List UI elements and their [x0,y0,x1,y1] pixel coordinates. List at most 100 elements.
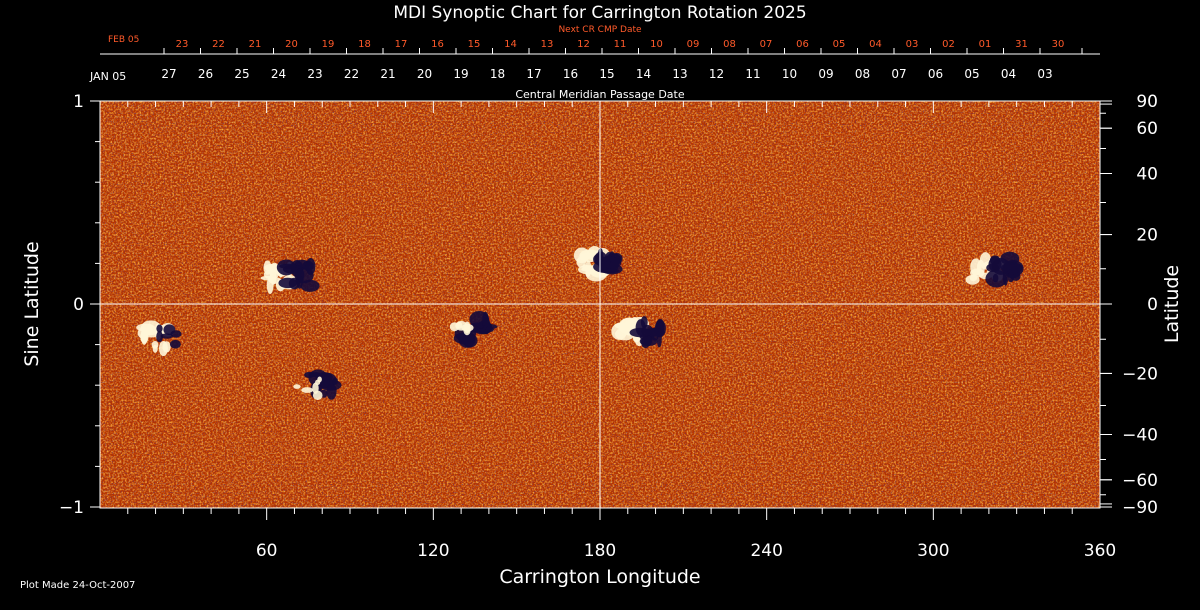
active-region-blob [985,269,1008,288]
y-right-tick-label: −90 [1122,498,1158,518]
next-cr-date-label: 17 [395,39,408,50]
cmp-date-label: 04 [1001,67,1016,81]
y-right-tick-label: −20 [1122,364,1158,384]
cmp-date-label: 18 [490,67,505,81]
next-cr-start: FEB 05 [108,35,139,45]
y-right-tick-label: 90 [1136,92,1158,112]
cmp-date-label: 14 [636,67,651,81]
active-region-blob [156,331,163,343]
active-region-blob [170,330,182,338]
next-cr-date-label: 07 [760,39,773,50]
x-tick-label: 120 [417,541,449,561]
cmp-date-label: 23 [307,67,322,81]
y-right-tick-label: 60 [1136,119,1158,139]
x-axis: 60 120 180 240 300 360 [127,101,1116,561]
next-cr-date-label: 16 [431,39,444,50]
next-cr-date-label: 09 [687,39,700,50]
x-tick-label: 240 [750,541,782,561]
next-cr-date-label: 19 [322,39,335,50]
cmp-date-label: 07 [891,67,906,81]
active-region-blob [475,328,489,335]
next-cr-date-label: 02 [942,39,955,50]
next-cr-date-label: 06 [796,39,809,50]
active-region-blob [449,322,460,332]
cmp-date-label: 20 [417,67,432,81]
x-axis-label: Carrington Longitude [499,566,700,588]
active-region-blob [162,341,171,353]
cmp-date-label: 08 [855,67,870,81]
active-region-blob [597,247,604,264]
cmp-date-label: 06 [928,67,943,81]
active-region-blob [301,387,314,393]
active-region-blob [312,382,319,394]
cmp-date-label: 03 [1037,67,1052,81]
y-right-tick-label: −60 [1122,471,1158,491]
next-cr-date-label: 08 [723,39,736,50]
cmp-label: Central Meridian Passage Date [515,88,684,101]
x-tick-label: 180 [584,541,616,561]
active-region-blob [318,373,330,388]
cmp-date-label: 05 [964,67,979,81]
active-region-blob [305,258,316,275]
next-cr-date-label: 12 [577,39,590,50]
active-region-blob [578,264,598,275]
x-tick-label: 60 [256,541,278,561]
x-tick-label: 300 [917,541,949,561]
cmp-date-label: 25 [234,67,249,81]
active-region-blob [156,324,163,333]
next-cr-date-label: 23 [176,39,189,50]
next-cr-date-ticks: 23 22 21 20 19 18 17 16 15 14 13 12 11 10 09 08 07 06 05 04… [163,39,1083,54]
active-region-blob [263,260,272,275]
y-axis-right-label: Latitude [1161,265,1183,343]
cmp-date-label: 16 [563,67,578,81]
next-cr-date-label: 22 [212,39,225,50]
plot-made-footer: Plot Made 24-Oct-2007 [20,580,136,591]
active-region-blob [169,339,181,349]
y-axis-right: 90 60 40 20 0 −20 −40 −60 −90 [1100,92,1158,518]
cmp-date-label: 10 [782,67,797,81]
y-left-tick-label: −1 [59,498,84,518]
next-cr-date-label: 13 [541,39,554,50]
active-region-blob [1007,272,1015,283]
next-cr-date-label: 05 [833,39,846,50]
cmp-date-label: 21 [380,67,395,81]
active-region-blob [593,260,614,273]
next-cr-date-label: 14 [504,39,517,50]
next-cr-date-label: 31 [1015,39,1028,50]
active-region-blob [332,377,338,385]
active-region-blob [458,331,476,348]
active-region-blob [293,384,301,389]
next-cr-date-label: 20 [285,39,298,50]
active-region-blob [976,259,985,277]
active-region-blob [461,323,474,332]
x-tick-label: 360 [1084,541,1116,561]
next-cr-date-label: 11 [614,39,627,50]
active-region-blob [326,383,337,400]
cmp-date-label: 27 [161,67,176,81]
next-cr-date-label: 10 [650,39,663,50]
cmp-date-label: 11 [745,67,760,81]
next-cr-label: Next CR CMP Date [558,25,642,35]
chart-title: MDI Synoptic Chart for Carrington Rotati… [393,3,806,23]
cmp-date-label: 17 [526,67,541,81]
active-region-blob [147,323,153,336]
active-region-blob [151,340,159,349]
next-cr-date-label: 01 [979,39,992,50]
active-region-blob [629,327,652,338]
cmp-date-label: 24 [271,67,286,81]
y-right-tick-label: −40 [1122,425,1158,445]
cmp-date-label: 09 [818,67,833,81]
next-cr-date-label: 21 [249,39,262,50]
next-cr-date-label: 30 [1052,39,1065,50]
y-right-tick-label: 0 [1147,295,1158,315]
cmp-start: JAN 05 [89,70,126,83]
cmp-date-label: 26 [198,67,213,81]
cmp-date-label: 12 [709,67,724,81]
cmp-date-label: 22 [344,67,359,81]
next-cr-date-label: 03 [906,39,919,50]
y-right-tick-label: 20 [1136,226,1158,246]
y-left-tick-label: 1 [73,92,84,112]
active-region-blob [482,311,489,328]
cmp-date-label: 13 [672,67,687,81]
